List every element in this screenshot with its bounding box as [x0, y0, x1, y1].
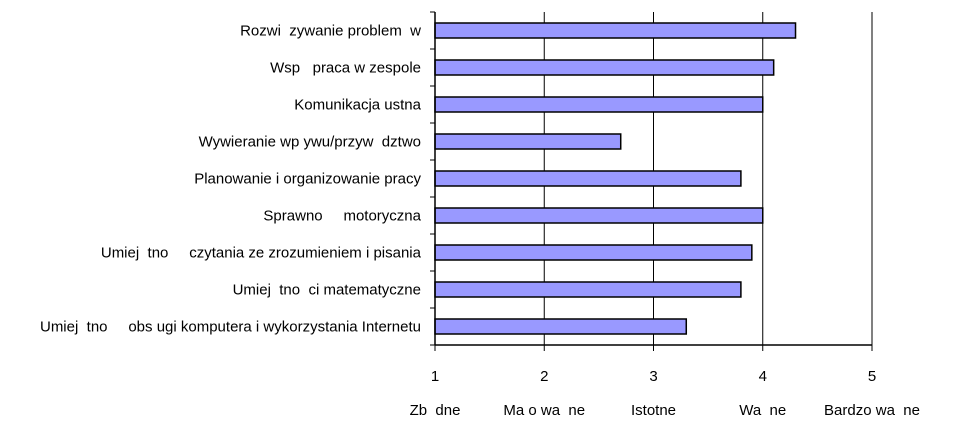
- bar: [434, 22, 797, 39]
- category-label: Planowanie i organizowanie pracy: [194, 171, 421, 188]
- category-label: Umiej tno ci matematyczne: [233, 282, 421, 299]
- category-label: Sprawno motoryczna: [263, 208, 421, 225]
- category-label: Umiej tno obs ugi komputera i wykorzysta…: [40, 319, 421, 336]
- bar: [434, 281, 742, 298]
- bar: [434, 170, 742, 187]
- category-label: Rozwi zywanie problem w: [240, 23, 421, 40]
- x-tick-description: Bardzo wa ne: [824, 402, 920, 419]
- x-tick-description: Istotne: [631, 402, 676, 419]
- bar: [434, 318, 688, 335]
- bar: [434, 207, 764, 224]
- x-tick-label: 3: [649, 368, 657, 385]
- category-label: Wsp praca w zespole: [270, 60, 421, 77]
- x-tick-descriptions: Zb dne Ma o wa ne Istotne Wa ne Bardzo wa ne: [410, 402, 920, 419]
- category-label: Wywieranie wp ywu/przyw dztwo: [199, 134, 421, 151]
- x-tick-label: 2: [540, 368, 548, 385]
- x-tick-label: 1: [431, 368, 439, 385]
- category-label: Umiej tno czytania ze zrozumieniem i pis…: [101, 245, 422, 262]
- x-tick-description: Ma o wa ne: [503, 402, 585, 419]
- bars: [434, 22, 797, 335]
- x-tick-label: 5: [868, 368, 876, 385]
- axes: [430, 11, 873, 351]
- bar: [434, 96, 764, 113]
- category-labels: Rozwi zywanie problem w Wsp praca w zespo…: [40, 23, 422, 336]
- bar: [434, 244, 753, 261]
- bar: [434, 133, 622, 150]
- category-label: Komunikacja ustna: [294, 97, 421, 114]
- x-tick-label: 4: [759, 368, 767, 385]
- bar: [434, 59, 775, 76]
- x-tick-description: Zb dne: [410, 402, 461, 419]
- x-tick-description: Wa ne: [739, 402, 786, 419]
- x-tick-labels: 1 2 3 4 5: [431, 368, 876, 385]
